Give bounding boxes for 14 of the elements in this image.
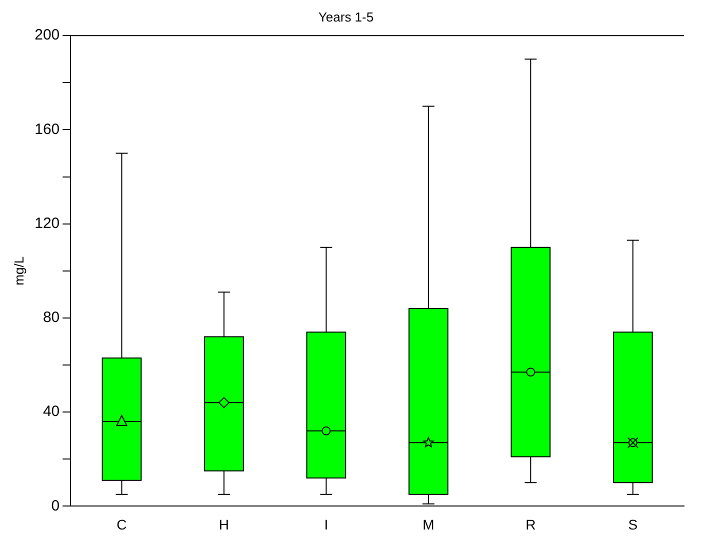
y-tick-label: 200 (34, 26, 60, 44)
x-tick-label: R (526, 516, 536, 532)
chart-title: Years 1-5 (318, 9, 374, 24)
y-tick-label: 120 (34, 214, 60, 232)
y-tick-label: 40 (42, 403, 60, 420)
x-tick-label: H (218, 516, 230, 532)
y-tick-label: 0 (51, 497, 60, 514)
x-tick-label: S (628, 516, 638, 532)
y-tick-label: 160 (34, 120, 60, 138)
x-tick-label: M (422, 516, 434, 532)
y-axis-title: mg/L (11, 256, 26, 286)
y-tick-label: 80 (42, 309, 60, 326)
x-tick-label: I (324, 516, 328, 532)
x-tick-label: C (116, 516, 127, 532)
